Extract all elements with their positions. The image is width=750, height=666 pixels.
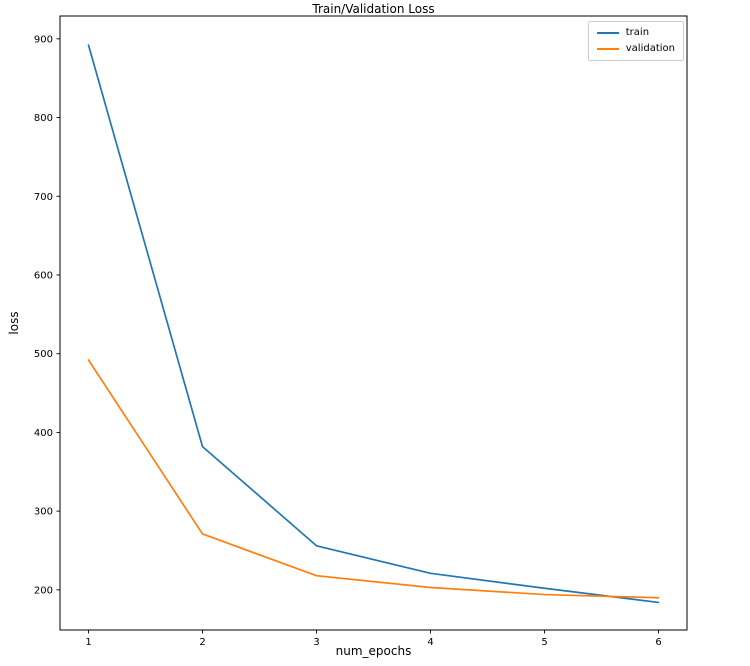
y-tick-label: 200 [34,585,53,596]
legend-item-train: train [596,27,675,39]
legend: train validation [587,21,684,61]
train-line [87,44,660,604]
legend-label-validation: validation [625,43,675,54]
validation-line-swatch [596,48,619,50]
x-tick-label: 3 [313,637,319,648]
x-tick-label: 1 [85,637,91,648]
y-tick-label: 500 [34,349,53,360]
x-tick-label: 6 [655,637,661,648]
x-tick-label: 5 [541,637,547,648]
x-tick-label: 2 [199,637,205,648]
y-tick-label: 700 [34,192,53,203]
legend-label-train: train [625,27,650,38]
y-axis-label: loss [7,311,21,335]
legend-item-validation: validation [596,43,675,55]
x-tick-label: 4 [427,637,433,648]
chart-title: Train/Validation Loss [312,2,435,16]
plot-spines [59,15,688,631]
y-tick-label: 300 [34,507,53,518]
y-tick-label: 900 [34,34,53,45]
x-axis-label: num_epochs [335,644,412,658]
y-tick-label: 400 [34,428,53,439]
validation-line [87,359,660,599]
y-tick-label: 800 [34,113,53,124]
train-line-swatch [596,32,619,34]
y-tick-label: 600 [34,270,53,281]
